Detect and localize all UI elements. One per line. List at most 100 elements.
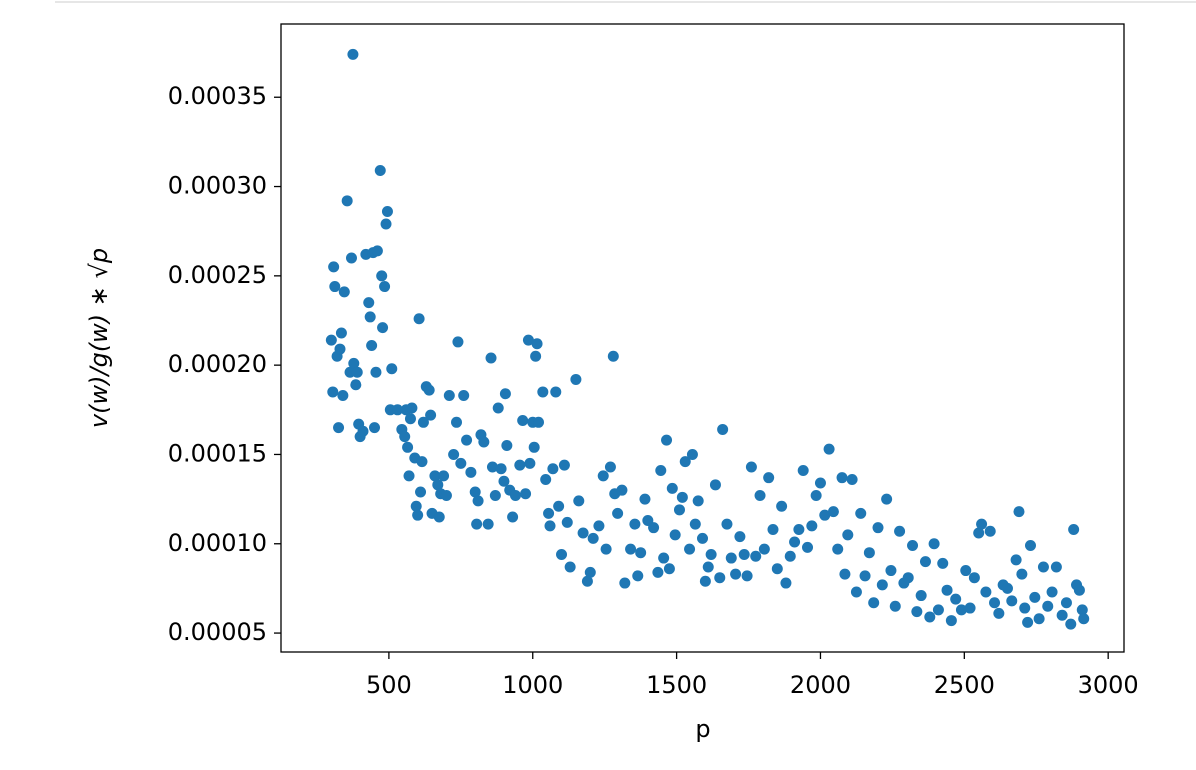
point — [955, 604, 967, 616]
point — [802, 541, 814, 553]
point — [1042, 600, 1054, 612]
point — [717, 423, 729, 435]
point — [973, 527, 985, 539]
point — [514, 459, 526, 471]
point — [827, 506, 839, 518]
point — [839, 568, 851, 580]
point — [452, 336, 464, 348]
plot-frame — [280, 23, 1125, 653]
point — [924, 611, 936, 623]
point — [915, 590, 927, 602]
point — [612, 507, 624, 519]
y-tick-label: 0.00020 — [168, 350, 267, 378]
point — [673, 504, 685, 516]
point — [443, 390, 455, 402]
point — [381, 206, 393, 218]
point — [520, 488, 532, 500]
point — [600, 543, 612, 555]
point — [528, 441, 540, 453]
point — [702, 561, 714, 573]
point — [455, 457, 467, 469]
point — [984, 525, 996, 537]
point — [876, 579, 888, 591]
point — [329, 281, 341, 293]
point — [553, 500, 565, 512]
point — [433, 511, 445, 523]
point — [337, 390, 349, 402]
point — [556, 548, 568, 560]
point — [399, 431, 411, 443]
point — [632, 570, 644, 582]
point — [941, 584, 953, 596]
point — [810, 490, 822, 502]
point — [968, 572, 980, 584]
point — [1065, 618, 1077, 630]
point — [639, 493, 651, 505]
point — [423, 384, 435, 396]
point — [558, 459, 570, 471]
point — [369, 422, 381, 434]
point — [486, 461, 498, 473]
point — [894, 525, 906, 537]
point — [771, 563, 783, 575]
point — [550, 386, 562, 398]
point — [932, 604, 944, 616]
point — [832, 543, 844, 555]
point — [960, 565, 972, 577]
point — [561, 516, 573, 528]
point — [478, 436, 490, 448]
point — [819, 509, 831, 521]
point — [374, 164, 386, 176]
point — [616, 484, 628, 496]
point — [370, 366, 382, 378]
point — [806, 520, 818, 532]
point — [797, 465, 809, 477]
x-axis-label: p — [695, 715, 710, 743]
point — [413, 313, 425, 325]
point — [544, 520, 556, 532]
point — [547, 463, 559, 475]
point — [763, 472, 775, 484]
point — [406, 402, 418, 414]
point — [859, 570, 871, 582]
point — [379, 281, 391, 293]
y-tick-label: 0.00035 — [168, 82, 267, 110]
point — [1076, 604, 1088, 616]
point — [327, 386, 339, 398]
point — [989, 597, 1001, 609]
point — [482, 518, 494, 530]
point — [593, 520, 605, 532]
point — [438, 470, 450, 482]
point — [863, 547, 875, 559]
point — [776, 500, 788, 512]
y-tick-label: 0.00010 — [168, 529, 267, 557]
point — [429, 470, 441, 482]
point — [1056, 609, 1068, 621]
point — [1050, 561, 1062, 573]
point — [1001, 582, 1013, 594]
point — [885, 565, 897, 577]
point — [709, 479, 721, 491]
point — [471, 518, 483, 530]
x-tick-label: 3000 — [1078, 671, 1139, 699]
point — [380, 218, 392, 230]
point — [789, 536, 801, 548]
point — [686, 448, 698, 460]
point — [531, 338, 543, 350]
point — [850, 586, 862, 598]
point — [432, 479, 444, 491]
point — [964, 602, 976, 614]
point — [907, 540, 919, 552]
point — [679, 456, 691, 468]
point — [676, 491, 688, 503]
point — [448, 448, 460, 460]
point — [587, 532, 599, 544]
point — [1010, 554, 1022, 566]
point — [911, 606, 923, 618]
point — [689, 518, 701, 530]
point — [1029, 591, 1041, 603]
point — [1024, 540, 1036, 552]
point — [784, 550, 796, 562]
point — [577, 527, 589, 539]
point — [607, 350, 619, 362]
